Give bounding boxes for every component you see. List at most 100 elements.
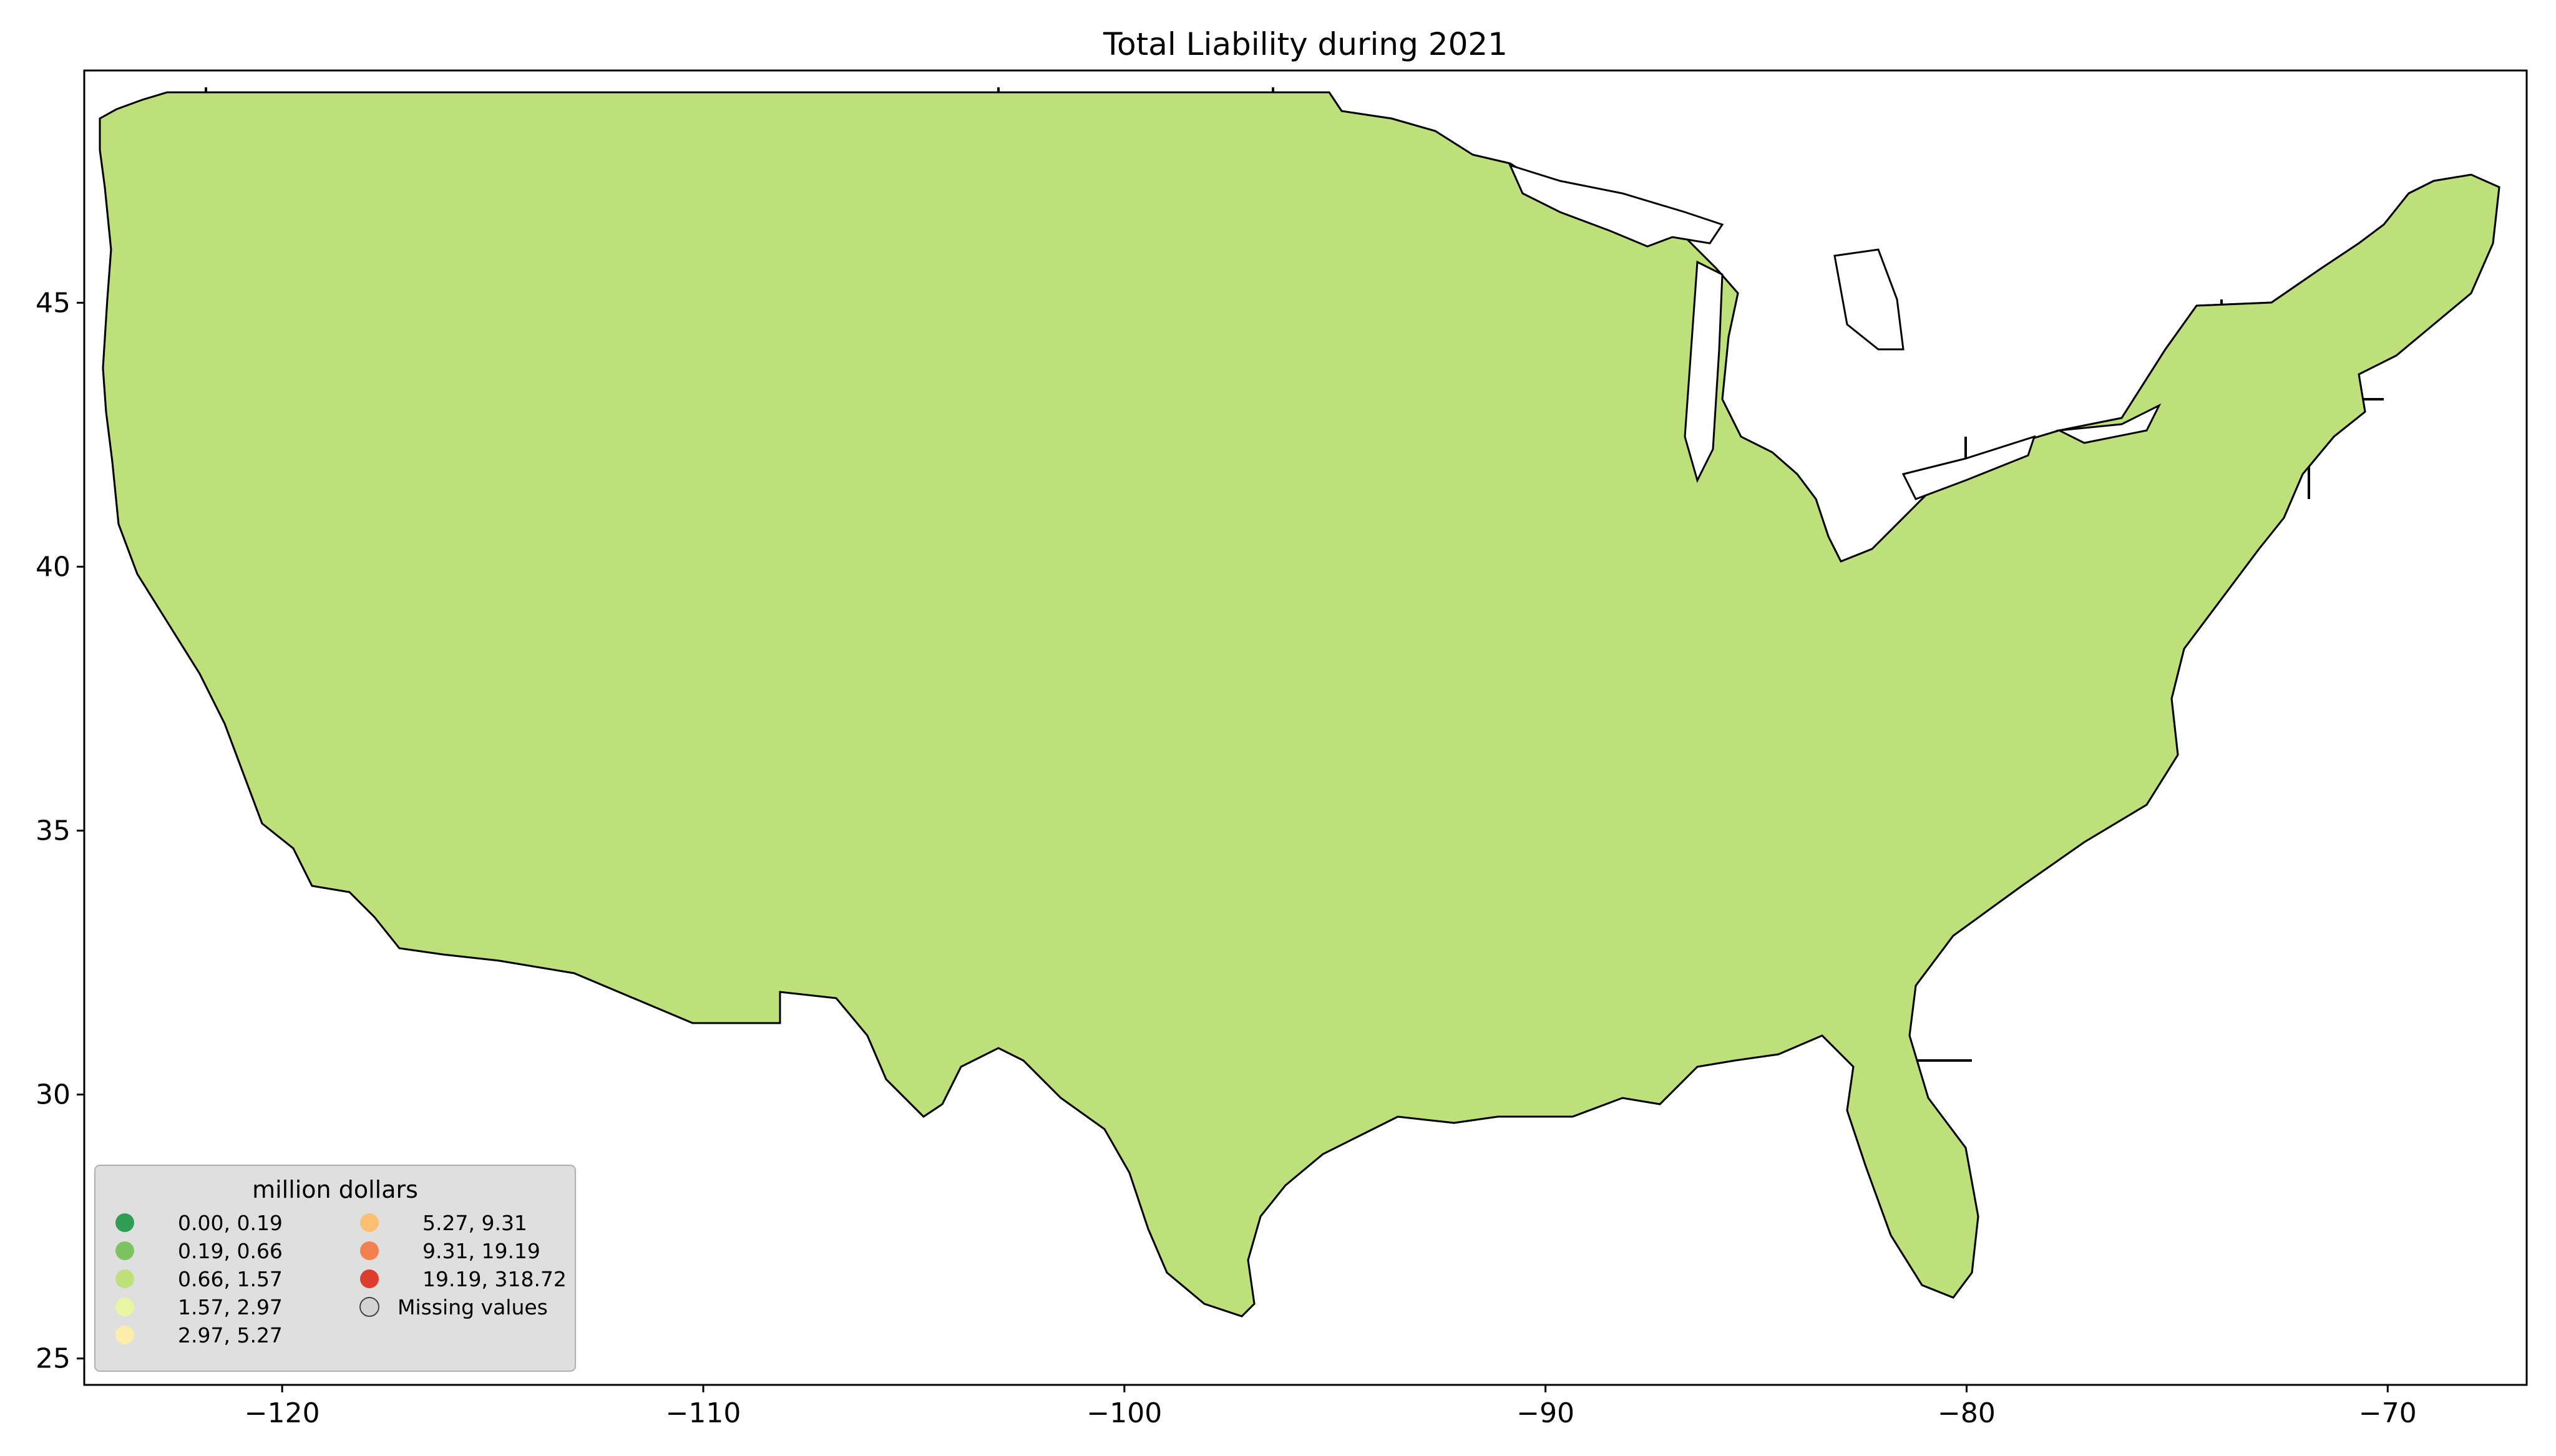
- county-cell: [2384, 681, 2408, 703]
- county-cell: [2339, 447, 2363, 470]
- county-cell: [2384, 405, 2408, 427]
- county-cell: [1935, 999, 1959, 1021]
- county-cell: [2362, 490, 2386, 512]
- county-cell: [100, 893, 117, 915]
- county-cell: [2295, 765, 2318, 788]
- county-cell: [2497, 341, 2499, 364]
- county-cell: [2384, 659, 2408, 682]
- county-cell: [1845, 490, 1869, 512]
- county-cell: [2339, 108, 2363, 130]
- county-cell: [1935, 150, 1959, 173]
- county-cell: [1890, 405, 1914, 427]
- county-cell: [2227, 978, 2251, 1000]
- county-cell: [2092, 256, 2116, 279]
- county-cell: [2272, 659, 2296, 682]
- county-cell: [2497, 108, 2499, 130]
- county-cell: [2272, 92, 2296, 109]
- county-cell: [1935, 256, 1959, 279]
- county-cell: [2497, 490, 2499, 512]
- county-cell: [2407, 829, 2431, 852]
- county-cell: [2047, 1020, 2071, 1042]
- county-cell: [205, 1041, 229, 1064]
- county-cell: [1351, 92, 1375, 109]
- county-cell: [2452, 129, 2476, 152]
- county-cell: [2070, 956, 2094, 979]
- county-cell: [1643, 129, 1667, 152]
- county-cell: [2407, 1041, 2431, 1064]
- county-cell: [2272, 765, 2296, 788]
- county-cell: [138, 871, 162, 894]
- county-cell: [2497, 150, 2499, 173]
- county-cell: [2205, 681, 2228, 703]
- county-cell: [2070, 193, 2094, 215]
- county-cell: [1913, 999, 1936, 1021]
- county-cell: [2339, 1041, 2363, 1064]
- county-cell: [2250, 214, 2273, 236]
- county-cell: [430, 1020, 454, 1042]
- county-cell: [2250, 1020, 2273, 1042]
- county-cell: [1710, 150, 1734, 173]
- county-cell: [2474, 681, 2498, 703]
- county-cell: [2362, 426, 2386, 449]
- county-cell: [1890, 384, 1914, 406]
- county-cell: [2497, 172, 2499, 194]
- county-cell: [2429, 341, 2453, 364]
- county-cell: [1958, 108, 1981, 130]
- county-cell: [2384, 956, 2408, 979]
- county-cell: [1935, 405, 1959, 427]
- county-cell: [1845, 447, 1869, 470]
- county-cell: [1958, 1020, 1981, 1042]
- county-cell: [2317, 468, 2341, 491]
- county-cell: [2474, 659, 2498, 682]
- county-cell: [228, 935, 251, 958]
- county-cell: [2407, 426, 2431, 449]
- county-cell: [1800, 214, 1824, 236]
- county-cell: [497, 1020, 521, 1042]
- county-cell: [2474, 426, 2498, 449]
- county-cell: [2160, 787, 2183, 809]
- county-cell: [2339, 935, 2363, 958]
- county-cell: [2092, 278, 2116, 300]
- county-cell: [2474, 150, 2498, 173]
- county-cell: [1800, 193, 1824, 215]
- county-cell: [2474, 871, 2498, 894]
- county-cell: [205, 978, 229, 1000]
- county-cell: [1441, 92, 1465, 109]
- county-cell: [1980, 108, 2004, 130]
- county-cell: [1958, 362, 1981, 385]
- county-cell: [2205, 256, 2228, 279]
- county-cell: [2452, 638, 2476, 661]
- county-cell: [2474, 92, 2498, 109]
- county-cell: [1733, 150, 1757, 173]
- county-cell: [2429, 787, 2453, 809]
- county-cell: [2182, 278, 2206, 300]
- county-cell: [2452, 511, 2476, 533]
- county-cell: [2384, 596, 2408, 618]
- county-cell: [2002, 956, 2026, 979]
- county-cell: [475, 999, 499, 1021]
- county-cell: [2205, 150, 2228, 173]
- county-cell: [1868, 129, 1891, 152]
- county-cell: [2339, 617, 2363, 639]
- county-cell: [2272, 681, 2296, 703]
- county-cell: [2339, 723, 2363, 745]
- county-cell: [2339, 850, 2363, 873]
- county-cell: [2047, 914, 2071, 936]
- county-cell: [2474, 405, 2498, 427]
- county-cell: [2025, 1041, 2049, 1064]
- county-cell: [2002, 362, 2026, 385]
- county-cell: [2272, 638, 2296, 661]
- county-cell: [100, 681, 117, 703]
- county-cell: [2295, 235, 2318, 258]
- county-cell: [2339, 172, 2363, 194]
- county-cell: [160, 659, 184, 682]
- county-cell: [2182, 681, 2206, 703]
- county-cell: [250, 978, 274, 1000]
- county-cell: [2272, 108, 2296, 130]
- county-cell: [2497, 532, 2499, 555]
- county-cell: [2137, 129, 2161, 152]
- county-cell: [2205, 1041, 2228, 1064]
- county-cell: [100, 744, 117, 767]
- county-cell: [1980, 214, 2004, 236]
- county-cell: [1868, 172, 1891, 194]
